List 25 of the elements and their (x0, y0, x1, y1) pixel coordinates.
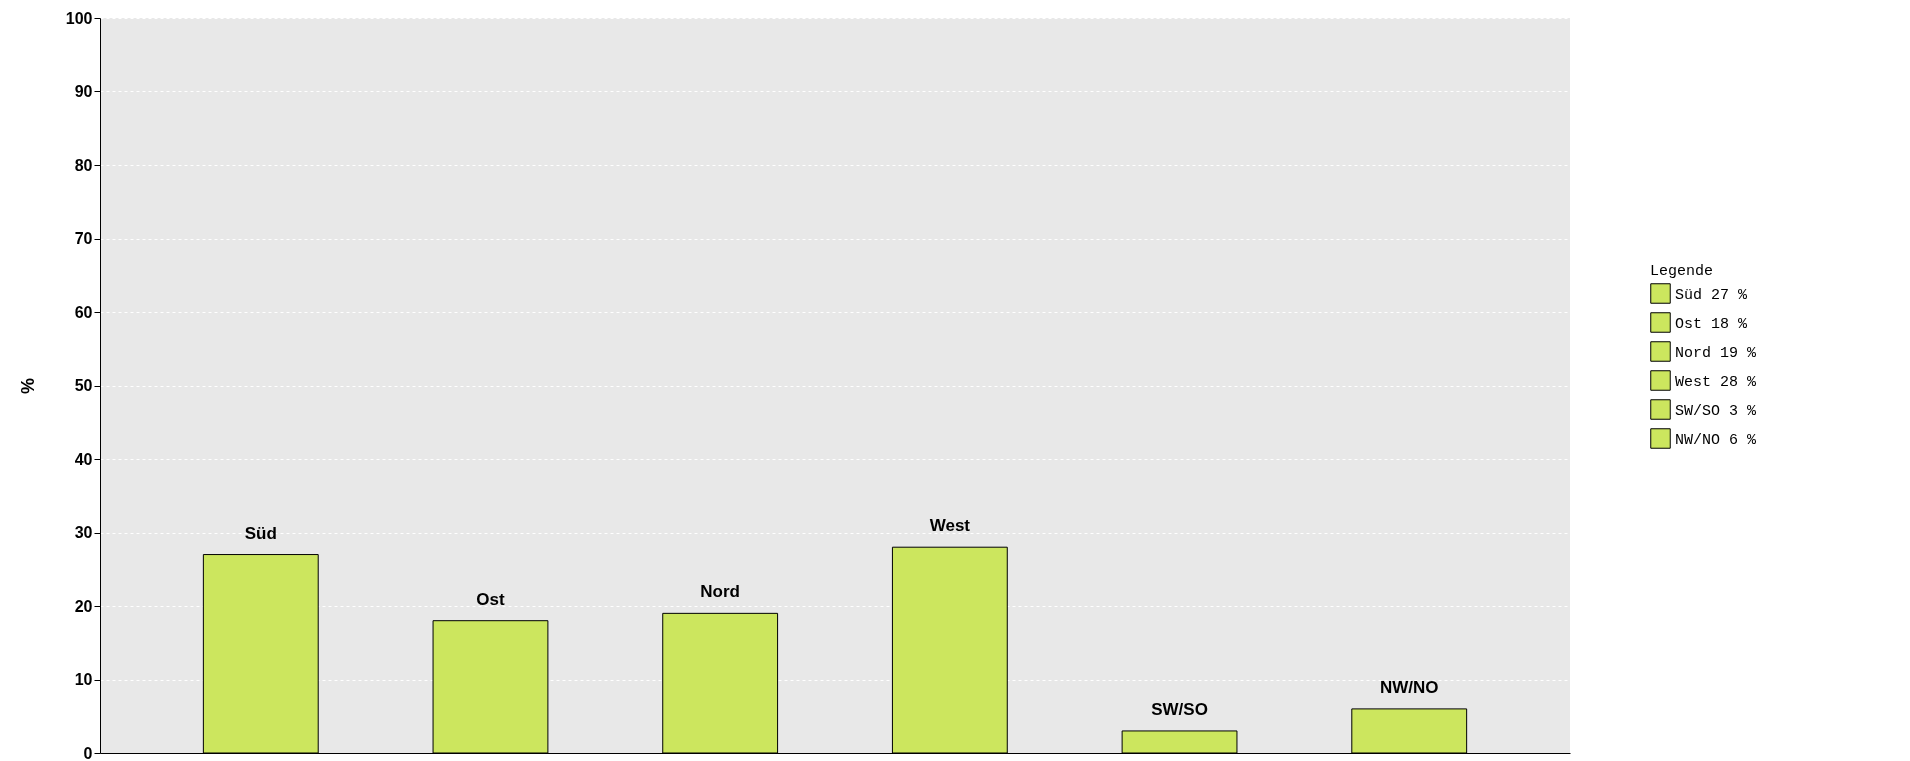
x-tick-label: Ost (476, 589, 505, 609)
legend-label: Ost 18 % (1675, 315, 1749, 333)
y-tick-label: 90 (74, 83, 93, 100)
legend-label: SW/SO 3 % (1675, 402, 1758, 420)
x-tick-label: NW/NO (1379, 677, 1439, 697)
y-tick-label: 70 (74, 230, 93, 247)
y-tick-label: 100 (65, 9, 93, 27)
y-tick-label: 20 (74, 597, 93, 615)
y-tick-label: 30 (74, 524, 93, 541)
legend-label: NW/NO 6 % (1675, 431, 1758, 449)
legend-label: Nord 19 % (1675, 344, 1758, 362)
x-tick-label: SW/SO (1151, 699, 1208, 719)
legend-title: Legende (1650, 263, 1714, 280)
y-tick-label: 80 (74, 156, 93, 174)
y-tick-label: 60 (74, 303, 93, 321)
legend-label: Süd 27 % (1675, 286, 1749, 304)
y-tick-label: 40 (74, 450, 93, 468)
legend-label: West 28 % (1675, 373, 1758, 391)
x-tick-label: Süd (244, 523, 277, 543)
x-tick-label: West (929, 516, 971, 536)
x-tick-label: Nord (700, 582, 740, 602)
y-tick-label: 0 (83, 744, 93, 761)
y-tick-label: 50 (74, 377, 93, 394)
y-axis-title: % (17, 377, 38, 395)
y-tick-label: 10 (74, 671, 93, 688)
